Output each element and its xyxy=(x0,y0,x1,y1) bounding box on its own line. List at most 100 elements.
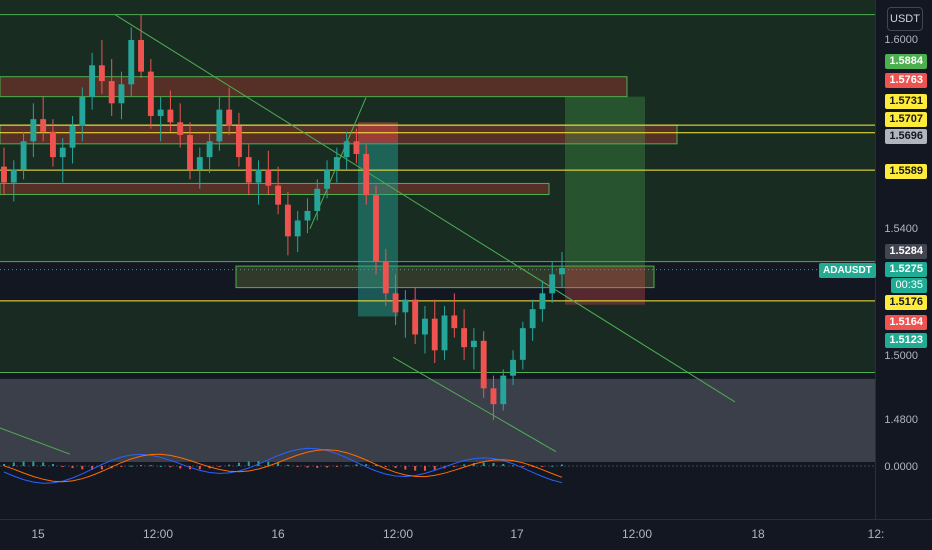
candle-body xyxy=(392,293,399,313)
candle-body xyxy=(480,340,487,389)
candle-body xyxy=(157,109,164,116)
price-label-1-5696: 1.5696 xyxy=(885,129,927,144)
histogram-bar xyxy=(32,461,35,466)
histogram-bar xyxy=(316,466,319,468)
candle-body xyxy=(461,328,468,348)
candle-body xyxy=(510,359,516,376)
histogram-bar xyxy=(218,466,221,467)
candle-body xyxy=(373,195,379,262)
histogram-bar xyxy=(286,464,289,466)
candle-body xyxy=(422,318,428,335)
x-tick-label: 12:00 xyxy=(142,527,174,541)
candle-body xyxy=(500,375,507,405)
candle-body xyxy=(20,141,27,170)
candle-body xyxy=(69,125,76,148)
histogram-bar xyxy=(453,466,456,467)
candle-body xyxy=(187,134,193,170)
histogram-bar xyxy=(326,466,329,468)
histogram-bar xyxy=(267,461,270,466)
candle-body xyxy=(118,84,125,104)
candle-body xyxy=(147,71,154,116)
candle-body xyxy=(549,274,556,294)
x-tick-label: 12:00 xyxy=(382,527,414,541)
histogram-bar xyxy=(61,466,64,467)
candle-body xyxy=(412,299,419,335)
histogram-bar xyxy=(120,466,123,467)
price-label-1-5284: 1.5284 xyxy=(885,244,927,259)
candle-body xyxy=(333,157,340,170)
histogram-bar xyxy=(355,464,358,466)
candle-body xyxy=(245,157,252,183)
histogram-bar xyxy=(561,464,563,466)
histogram-bar xyxy=(296,466,299,467)
histogram-bar xyxy=(22,461,25,466)
candle-body xyxy=(226,109,233,126)
candle-body xyxy=(1,166,7,183)
x-tick-label: 12: xyxy=(867,527,885,541)
histogram-bar xyxy=(198,466,201,470)
currency-selector[interactable]: USDT xyxy=(887,7,923,31)
candle-body xyxy=(236,125,242,158)
y-tick-label: 1.4800 xyxy=(884,414,918,426)
macd-line xyxy=(3,447,563,484)
candle-body xyxy=(177,122,184,135)
candle-body xyxy=(206,141,213,158)
candle-body xyxy=(441,315,448,351)
candle-body xyxy=(30,119,37,142)
histogram-bar xyxy=(502,463,505,466)
candle-body xyxy=(324,169,330,189)
candle-body xyxy=(255,169,262,183)
histogram-bar xyxy=(237,462,240,466)
histogram-bar xyxy=(228,464,231,466)
histogram-bar xyxy=(140,465,143,467)
histogram-bar xyxy=(414,466,417,471)
histogram-bar xyxy=(42,462,45,466)
histogram-bar xyxy=(541,466,544,467)
price-label-1-5589: 1.5589 xyxy=(885,164,927,179)
histogram-bar xyxy=(277,463,280,466)
long-position-stop xyxy=(565,266,645,305)
x-tick-label: 17 xyxy=(510,527,524,541)
candle-body xyxy=(294,220,301,237)
histogram-bar xyxy=(51,464,54,466)
histogram-bar xyxy=(531,466,534,467)
long-position-target xyxy=(565,96,645,267)
histogram-bar xyxy=(3,464,5,466)
price-label-1-5763: 1.5763 xyxy=(885,73,927,88)
candle-body xyxy=(559,267,565,275)
histogram-bar xyxy=(404,466,407,470)
histogram-bar xyxy=(384,466,387,467)
histogram-bar xyxy=(179,466,182,469)
candle-body xyxy=(59,147,66,158)
histogram-bar xyxy=(482,462,485,466)
histogram-bar xyxy=(375,464,377,466)
histogram-bar xyxy=(159,465,162,467)
histogram-bar xyxy=(551,465,554,467)
y-tick-label: 1.5400 xyxy=(884,223,918,235)
histogram-bar xyxy=(306,466,309,468)
candle-body xyxy=(470,340,477,348)
candle-body xyxy=(265,169,272,186)
histogram-bar xyxy=(81,466,84,470)
candle-body xyxy=(343,141,350,158)
symbol-label: ADAUSDT xyxy=(819,263,876,278)
candle-body xyxy=(304,210,311,221)
candle-body xyxy=(519,328,526,360)
candle-body xyxy=(402,299,409,313)
candle-body xyxy=(275,185,282,205)
histogram-bar xyxy=(335,466,338,467)
descending-trendline xyxy=(114,14,736,403)
green-zone-top xyxy=(0,0,875,262)
candle-body xyxy=(167,109,174,123)
candle-body xyxy=(382,261,389,294)
price-label-1-5731: 1.5731 xyxy=(885,94,927,109)
candle-body xyxy=(98,65,105,82)
price-label-1-5275: 1.5275 xyxy=(885,262,927,277)
countdown-label: 00:35 xyxy=(891,278,927,293)
histogram-bar xyxy=(71,466,74,469)
indicator-zero-label: 0.0000 xyxy=(884,461,918,473)
x-tick-label: 18 xyxy=(751,527,765,541)
histogram-bar xyxy=(463,464,466,466)
candle-body xyxy=(89,65,96,97)
